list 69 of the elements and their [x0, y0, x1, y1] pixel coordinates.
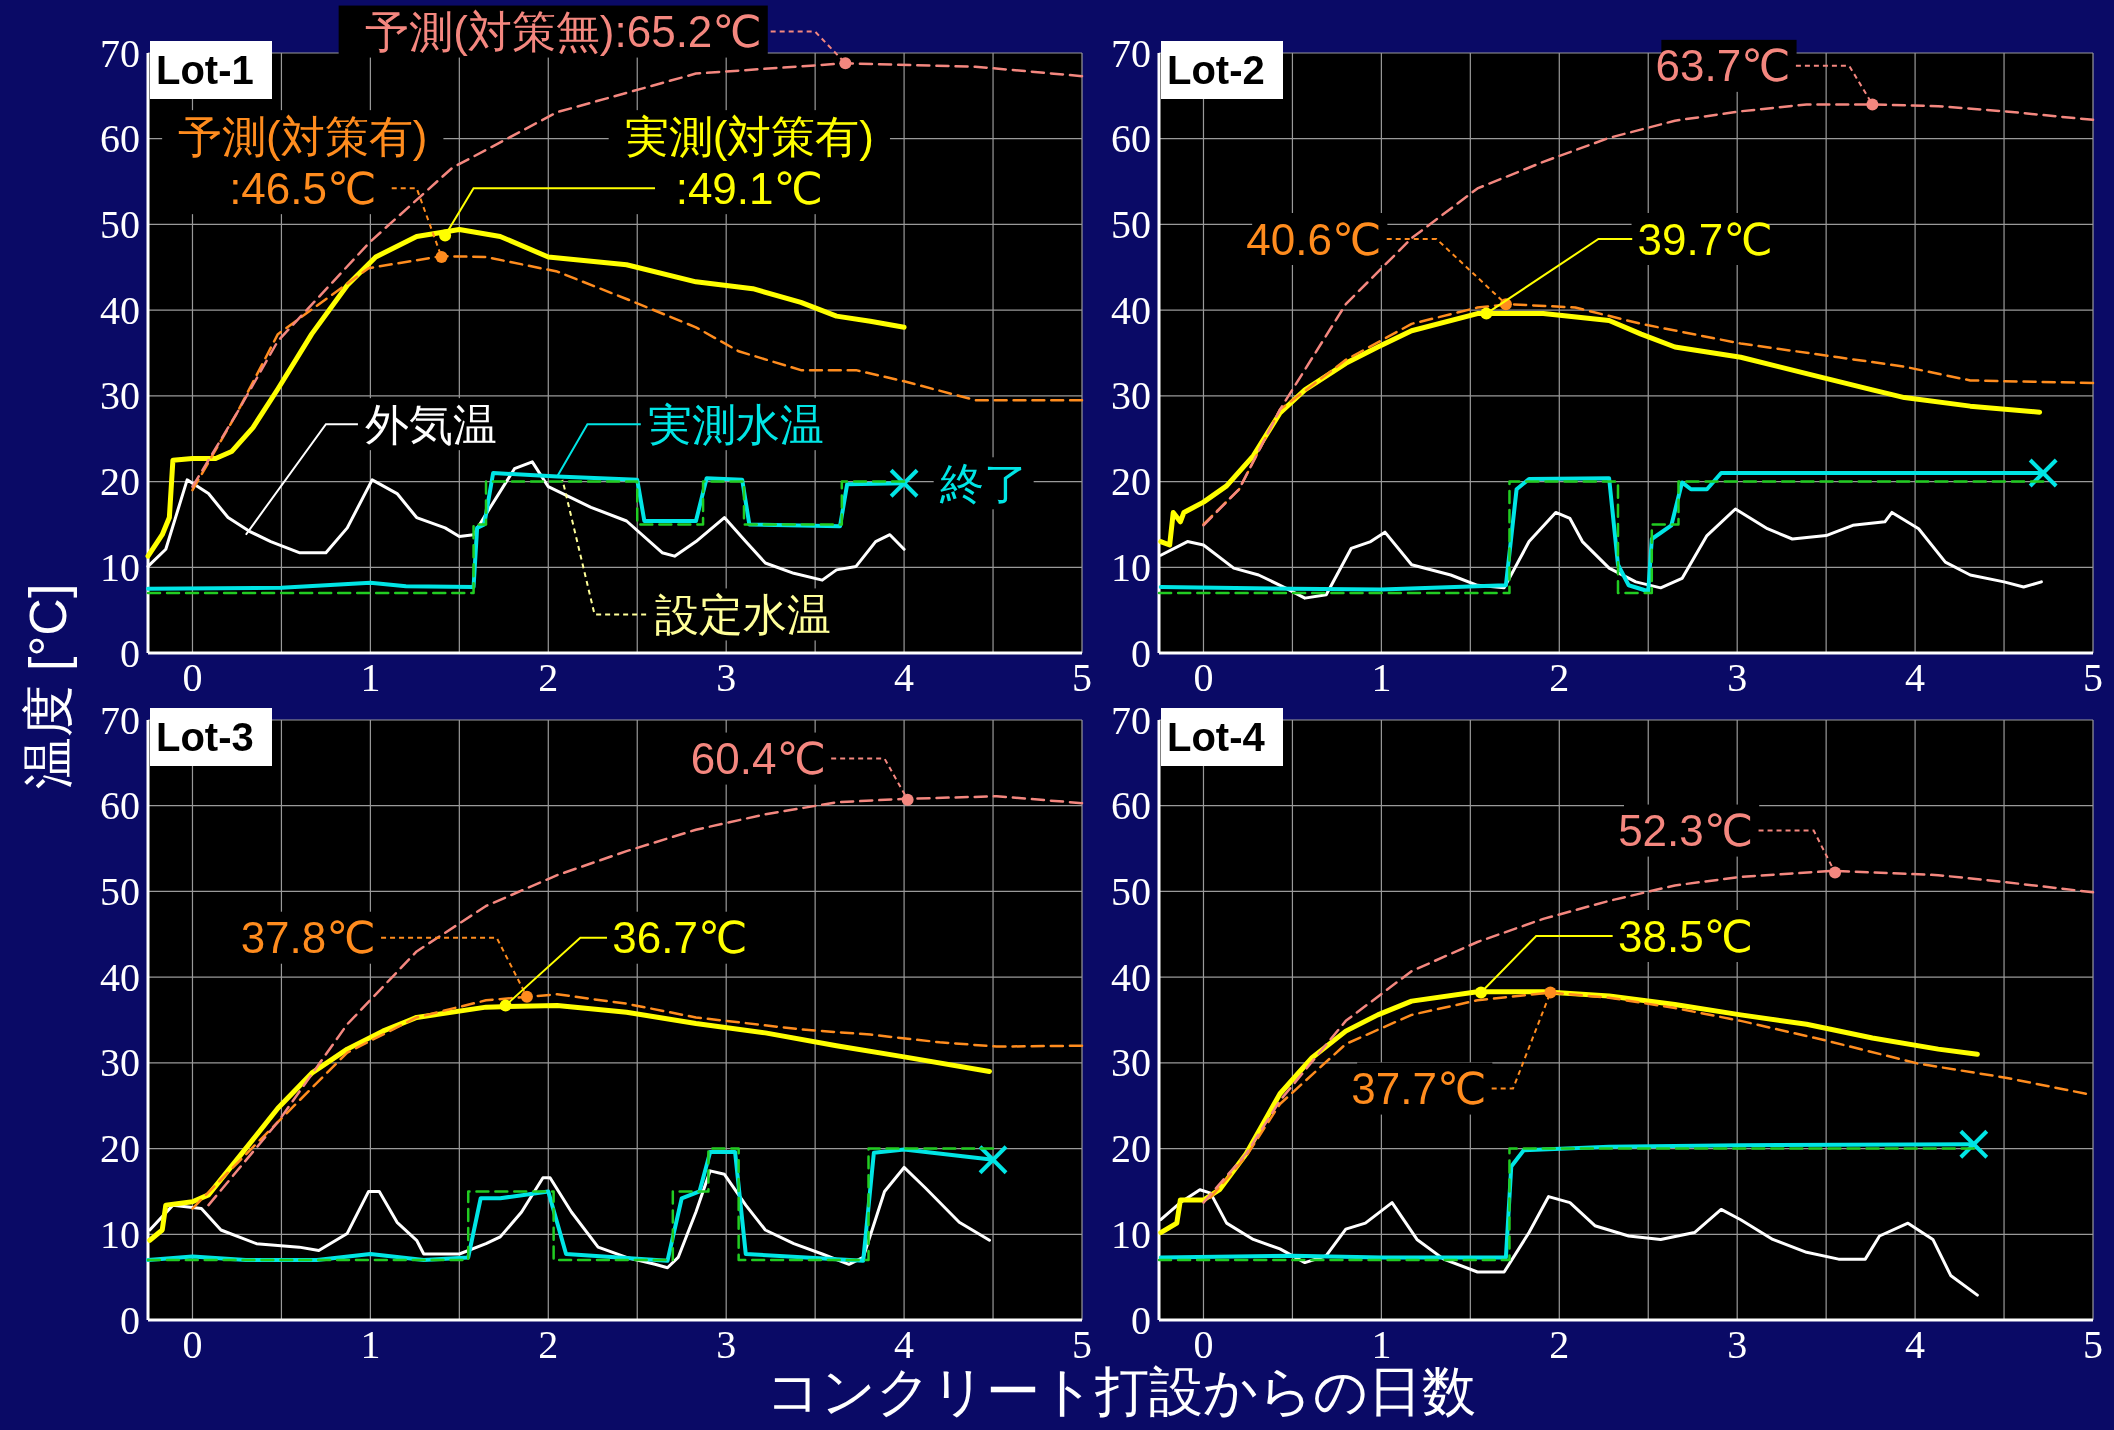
x-tick-label: 2 — [538, 655, 559, 700]
y-tick-label: 30 — [1111, 1040, 1151, 1086]
y-tick-label: 20 — [1111, 459, 1151, 505]
chart-title: Lot-4 — [1167, 715, 1266, 759]
y-tick-label: 60 — [1111, 783, 1151, 829]
y-tick-label: 50 — [1111, 868, 1151, 914]
y-tick-label: 10 — [100, 1211, 140, 1257]
annotation: 40.6℃ — [1246, 214, 1382, 264]
annotation: 予測(対策無):65.2℃ — [365, 7, 762, 57]
x-tick-label: 0 — [182, 1322, 203, 1367]
annotation: 外気温 — [365, 399, 498, 449]
annotation: 設定水温 — [655, 589, 832, 639]
annotation: 実測水温 — [647, 399, 824, 449]
y-tick-label: 60 — [1111, 116, 1151, 162]
y-tick-label: 60 — [100, 783, 140, 829]
annotation: 63.7℃ — [1655, 41, 1791, 91]
x-tick-label: 4 — [1905, 655, 1926, 700]
annotation: 予測(対策有) :46.5℃ — [178, 111, 428, 213]
x-tick-label: 1 — [360, 1322, 381, 1367]
y-tick-label: 10 — [1111, 544, 1151, 590]
y-tick-label: 40 — [1111, 954, 1151, 1000]
x-tick-label: 0 — [182, 655, 203, 700]
y-tick-label: 20 — [100, 459, 140, 505]
x-tick-label: 2 — [538, 1322, 559, 1367]
x-tick-label: 4 — [1905, 1322, 1926, 1367]
annotation: 60.4℃ — [690, 734, 826, 784]
y-tick-label: 50 — [1111, 201, 1151, 247]
x-tick-label: 5 — [2083, 1322, 2103, 1367]
y-tick-label: 50 — [100, 201, 140, 247]
x-tick-label: 0 — [1193, 655, 1214, 700]
y-tick-label: 70 — [100, 30, 140, 76]
x-tick-label: 2 — [1549, 1322, 1570, 1367]
x-tick-label: 5 — [1072, 655, 1092, 700]
annotation: 38.5℃ — [1617, 911, 1754, 961]
x-tick-label: 4 — [894, 655, 915, 700]
y-tick-label: 20 — [100, 1126, 140, 1172]
annotation: 実測(対策有) :49.1℃ — [624, 111, 874, 213]
y-tick-label: 70 — [100, 697, 140, 743]
x-tick-label: 2 — [1549, 655, 1570, 700]
annotation: 37.8℃ — [240, 913, 376, 963]
y-tick-label: 40 — [100, 954, 140, 1000]
y-tick-label: 10 — [1111, 1211, 1151, 1257]
y-tick-label: 50 — [100, 868, 140, 914]
y-axis-title: 温度 [°C] — [19, 583, 77, 790]
annotation: 52.3℃ — [1618, 806, 1754, 856]
y-tick-label: 60 — [100, 116, 140, 162]
chart-title: Lot-2 — [1167, 48, 1265, 92]
x-tick-label: 3 — [1727, 655, 1748, 700]
annotation: 37.7℃ — [1351, 1064, 1487, 1114]
x-tick-label: 3 — [716, 655, 737, 700]
annotation: 39.7℃ — [1637, 214, 1773, 264]
y-tick-label: 20 — [1111, 1126, 1151, 1172]
chart-title: Lot-1 — [156, 48, 254, 92]
annotation: 36.7℃ — [612, 913, 748, 963]
y-tick-label: 30 — [100, 1040, 140, 1086]
y-tick-label: 40 — [100, 287, 140, 333]
x-tick-label: 3 — [716, 1322, 737, 1367]
x-tick-label: 5 — [2083, 655, 2103, 700]
y-tick-label: 30 — [1111, 373, 1151, 419]
y-tick-label: 70 — [1111, 697, 1151, 743]
x-tick-label: 3 — [1727, 1322, 1748, 1367]
y-tick-label: 40 — [1111, 287, 1151, 333]
x-tick-label: 1 — [1371, 655, 1392, 700]
y-tick-label: 10 — [100, 544, 140, 590]
x-tick-label: 1 — [360, 655, 381, 700]
annotation: 終了 — [938, 458, 1028, 508]
y-tick-label: 70 — [1111, 30, 1151, 76]
y-tick-label: 30 — [100, 373, 140, 419]
chart-title: Lot-3 — [156, 715, 254, 759]
